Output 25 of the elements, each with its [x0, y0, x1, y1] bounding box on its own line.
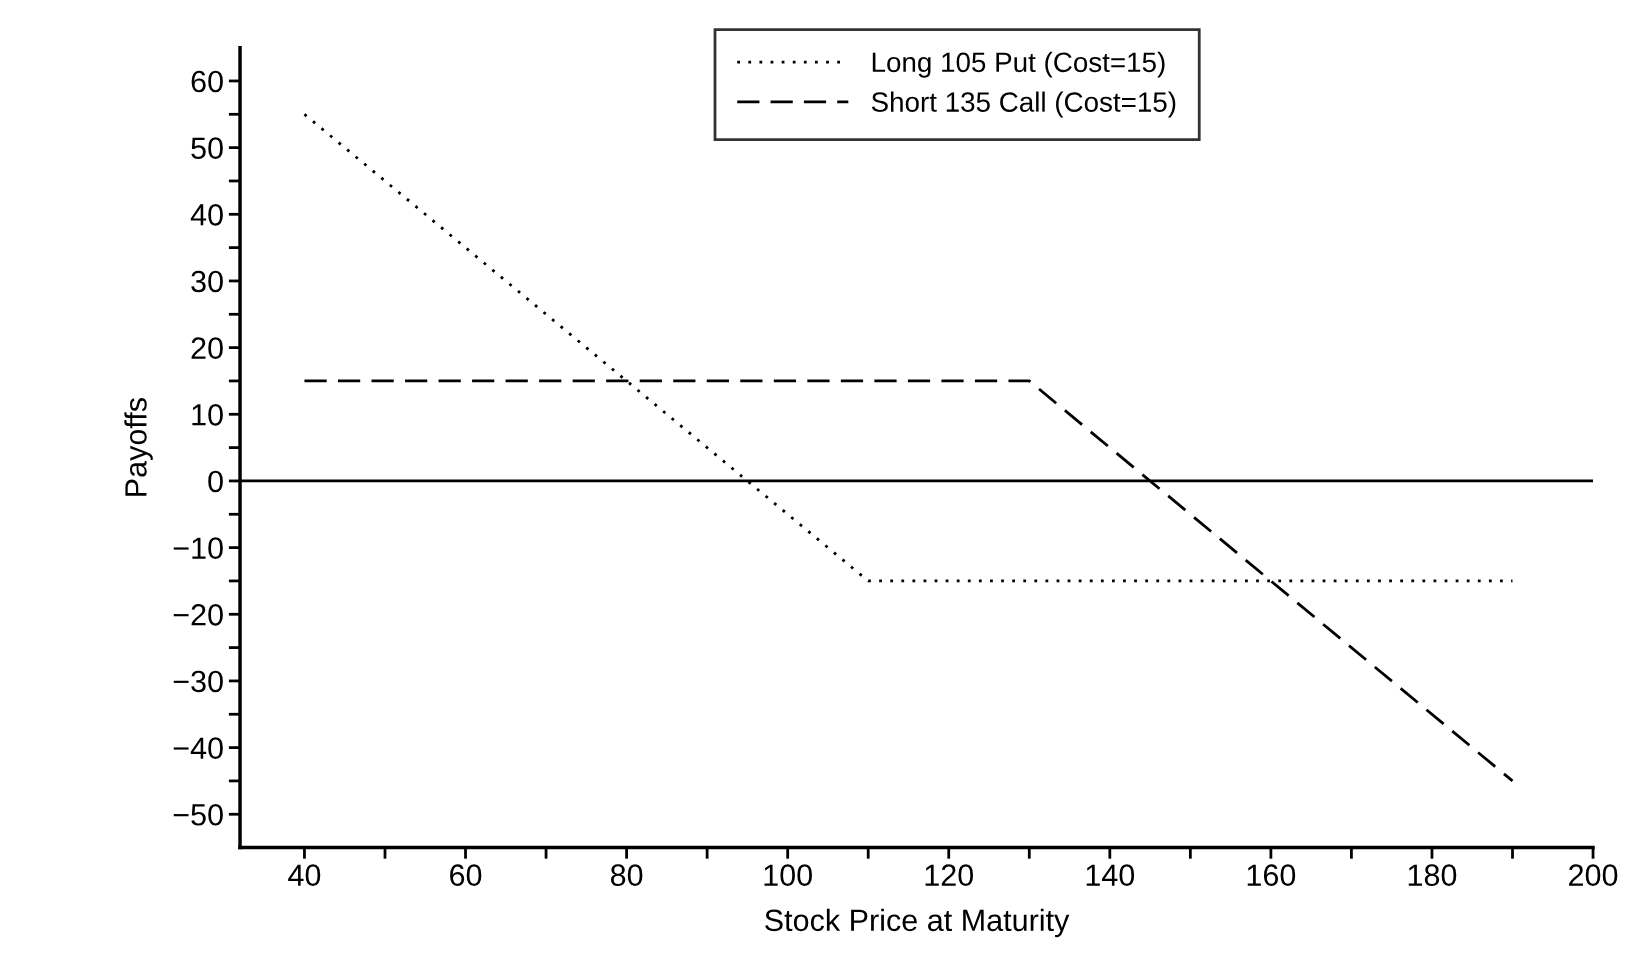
y-tick-label: −30: [173, 670, 223, 693]
y-tick-label: −10: [173, 537, 223, 559]
x-tick-label: 120: [925, 864, 974, 886]
y-tick-label: −40: [173, 737, 223, 759]
y-tick-label: 10: [192, 404, 223, 426]
x-tick-label: 140: [1086, 864, 1135, 886]
x-axis-title: Stock Price at Maturity: [765, 908, 1070, 938]
x-tick-label: 100: [764, 864, 812, 886]
y-tick-label: 0: [208, 470, 223, 493]
legend-label: Long 105 Put (Cost=15): [872, 51, 1165, 78]
x-tick-label: 60: [450, 864, 482, 886]
y-tick-label: 30: [191, 270, 223, 293]
x-tick-label: 200: [1569, 864, 1618, 886]
y-tick-label: 20: [191, 337, 223, 359]
x-tick-label: 180: [1408, 864, 1457, 886]
y-tick-label: 40: [190, 204, 223, 226]
y-tick-label: −20: [173, 604, 223, 626]
legend-label: Short 135 Call (Cost=15): [871, 91, 1176, 118]
x-tick-label: 40: [288, 864, 321, 886]
y-axis-title: Payoffs: [124, 398, 153, 496]
y-tick-label: 60: [191, 70, 223, 93]
x-tick-label: 80: [610, 864, 643, 886]
y-tick-label: 50: [191, 137, 223, 159]
x-tick-label: 160: [1247, 864, 1296, 886]
y-tick-label: −50: [173, 803, 223, 826]
